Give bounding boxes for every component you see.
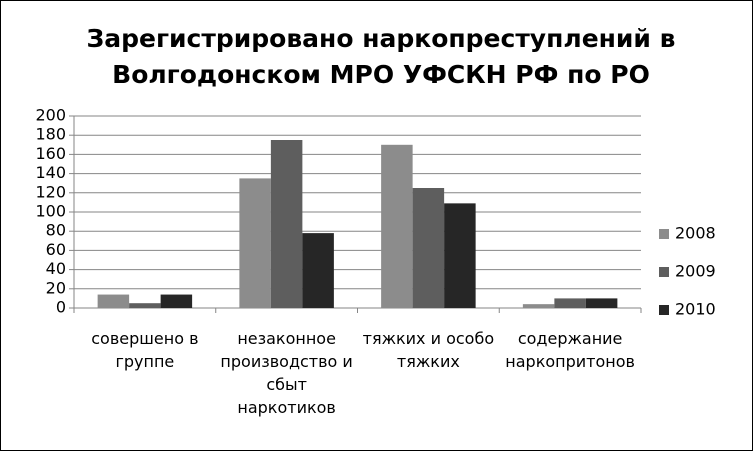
legend-swatch <box>659 229 669 239</box>
y-tick-label: 60 <box>46 240 66 259</box>
bar <box>412 188 445 308</box>
y-tick-label: 180 <box>35 125 66 144</box>
bar <box>522 304 555 308</box>
x-tick-label: совершено в группе <box>91 329 199 371</box>
y-tick-label: 100 <box>35 202 66 221</box>
legend-swatch <box>659 305 669 315</box>
y-tick-label: 20 <box>46 278 66 297</box>
x-tick-label: незаконное производство и сбыт наркотико… <box>220 329 353 417</box>
y-tick-label: 140 <box>35 163 66 182</box>
y-tick-label: 80 <box>46 221 66 240</box>
legend-swatch <box>659 267 669 277</box>
y-tick-label: 200 <box>35 106 66 125</box>
bar <box>270 140 303 308</box>
x-tick-label: содержание наркопритонов <box>505 329 635 371</box>
legend-label: 2009 <box>675 262 716 281</box>
y-tick-label: 40 <box>46 259 66 278</box>
chart-title: Зарегистрировано наркопреступлений в Вол… <box>86 24 676 89</box>
bar <box>585 298 618 308</box>
bar <box>160 294 193 308</box>
bar <box>381 144 413 308</box>
bar <box>97 294 130 308</box>
y-tick-label: 120 <box>35 182 66 201</box>
legend-label: 2010 <box>675 300 716 319</box>
bar <box>129 303 161 308</box>
bar <box>444 203 476 308</box>
bar <box>554 298 586 308</box>
x-tick-label: тяжких и особо тяжких <box>362 329 495 371</box>
bar <box>239 178 271 308</box>
bar <box>302 233 334 308</box>
y-tick-label: 160 <box>35 144 66 163</box>
y-tick-label: 0 <box>56 298 66 317</box>
legend-label: 2008 <box>675 224 716 243</box>
